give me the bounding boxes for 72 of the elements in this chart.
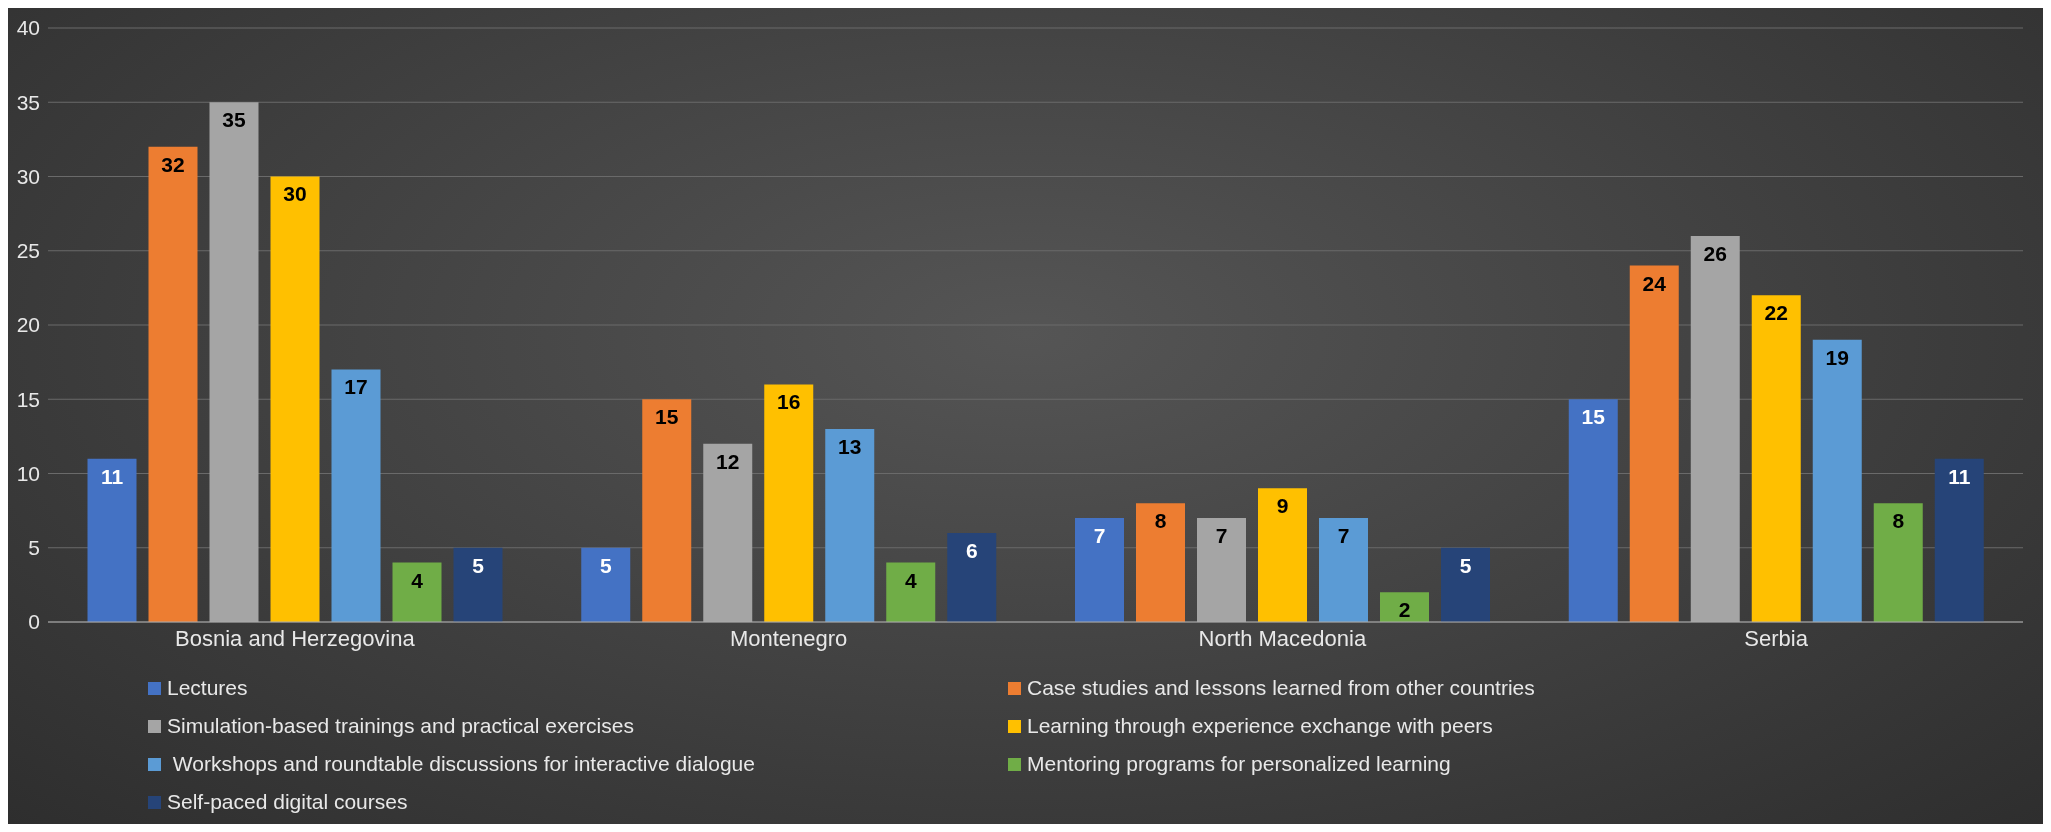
data-label: 15 xyxy=(1581,405,1606,429)
bar xyxy=(331,369,381,622)
data-label: 22 xyxy=(1764,301,1788,325)
data-label: 24 xyxy=(1642,271,1667,295)
legend-label: Simulation-based trainings and practical exercises xyxy=(167,714,634,738)
data-label: 7 xyxy=(1093,523,1106,547)
bar xyxy=(1136,503,1185,622)
data-label: 7 xyxy=(1215,523,1228,547)
data-label: 17 xyxy=(344,375,368,399)
bar xyxy=(1319,518,1368,622)
y-tick-label: 25 xyxy=(16,239,40,263)
data-label: 11 xyxy=(100,464,124,488)
x-tick-label: Montenegro xyxy=(729,625,848,651)
y-tick-label: 20 xyxy=(16,313,40,337)
data-label: 6 xyxy=(965,538,978,562)
bar xyxy=(1568,399,1618,622)
bar xyxy=(392,562,442,622)
legend-label: Case studies and lessons learned from other countries xyxy=(1027,676,1535,700)
y-tick-label: 15 xyxy=(16,387,40,411)
data-label: 5 xyxy=(599,553,612,577)
bar xyxy=(148,146,198,622)
bar xyxy=(581,547,631,622)
data-label: 12 xyxy=(716,449,740,473)
bar xyxy=(1380,592,1429,622)
data-label: 15 xyxy=(655,405,679,429)
y-tick-label: 40 xyxy=(16,16,40,40)
data-label: 16 xyxy=(777,390,801,414)
legend-label: Self-paced digital courses xyxy=(167,790,408,814)
x-tick-label: North Macedonia xyxy=(1198,625,1367,651)
bar xyxy=(87,458,137,622)
data-label: 4 xyxy=(904,568,917,592)
bar xyxy=(1075,518,1124,622)
legend-label: Mentoring programs for personalized learning xyxy=(1027,752,1451,776)
bar xyxy=(453,547,503,622)
bar xyxy=(764,384,814,622)
data-label: 5 xyxy=(1459,553,1472,577)
y-tick-label: 0 xyxy=(28,610,40,634)
data-label: 19 xyxy=(1825,345,1849,369)
data-label: 11 xyxy=(1948,464,1971,488)
data-label: 8 xyxy=(1154,509,1167,533)
data-label: 2 xyxy=(1398,598,1411,622)
data-label: 32 xyxy=(161,152,185,176)
y-tick-label: 10 xyxy=(16,461,40,485)
legend-label: Learning through experience exchange with peers xyxy=(1027,714,1493,738)
bar xyxy=(947,532,997,622)
data-label: 5 xyxy=(472,553,485,577)
bar xyxy=(1934,458,1984,622)
bar xyxy=(825,428,875,622)
y-tick-label: 30 xyxy=(16,164,40,188)
data-label: 13 xyxy=(838,434,862,458)
bar xyxy=(1873,503,1923,622)
data-label: 26 xyxy=(1703,241,1727,265)
bar xyxy=(270,176,320,622)
data-label: 30 xyxy=(283,182,307,206)
bar xyxy=(1751,295,1801,622)
data-label: 9 xyxy=(1276,494,1289,518)
bar xyxy=(642,399,692,622)
bar xyxy=(886,562,936,622)
x-tick-label: Bosnia and Herzegovina xyxy=(175,625,416,651)
bar xyxy=(1629,265,1679,622)
x-tick-label: Serbia xyxy=(1744,625,1809,651)
bar xyxy=(1812,339,1862,622)
data-label: 8 xyxy=(1892,509,1905,533)
bar xyxy=(1441,547,1490,622)
legend-label: Lectures xyxy=(167,676,248,700)
y-tick-label: 5 xyxy=(28,536,40,560)
data-label: 7 xyxy=(1337,523,1350,547)
data-label: 4 xyxy=(411,568,424,592)
data-label: 35 xyxy=(222,108,246,132)
legend-label: Workshops and roundtable discussions for interactive dialogue xyxy=(171,752,755,776)
bar xyxy=(1258,488,1307,622)
y-tick-label: 35 xyxy=(16,90,40,114)
